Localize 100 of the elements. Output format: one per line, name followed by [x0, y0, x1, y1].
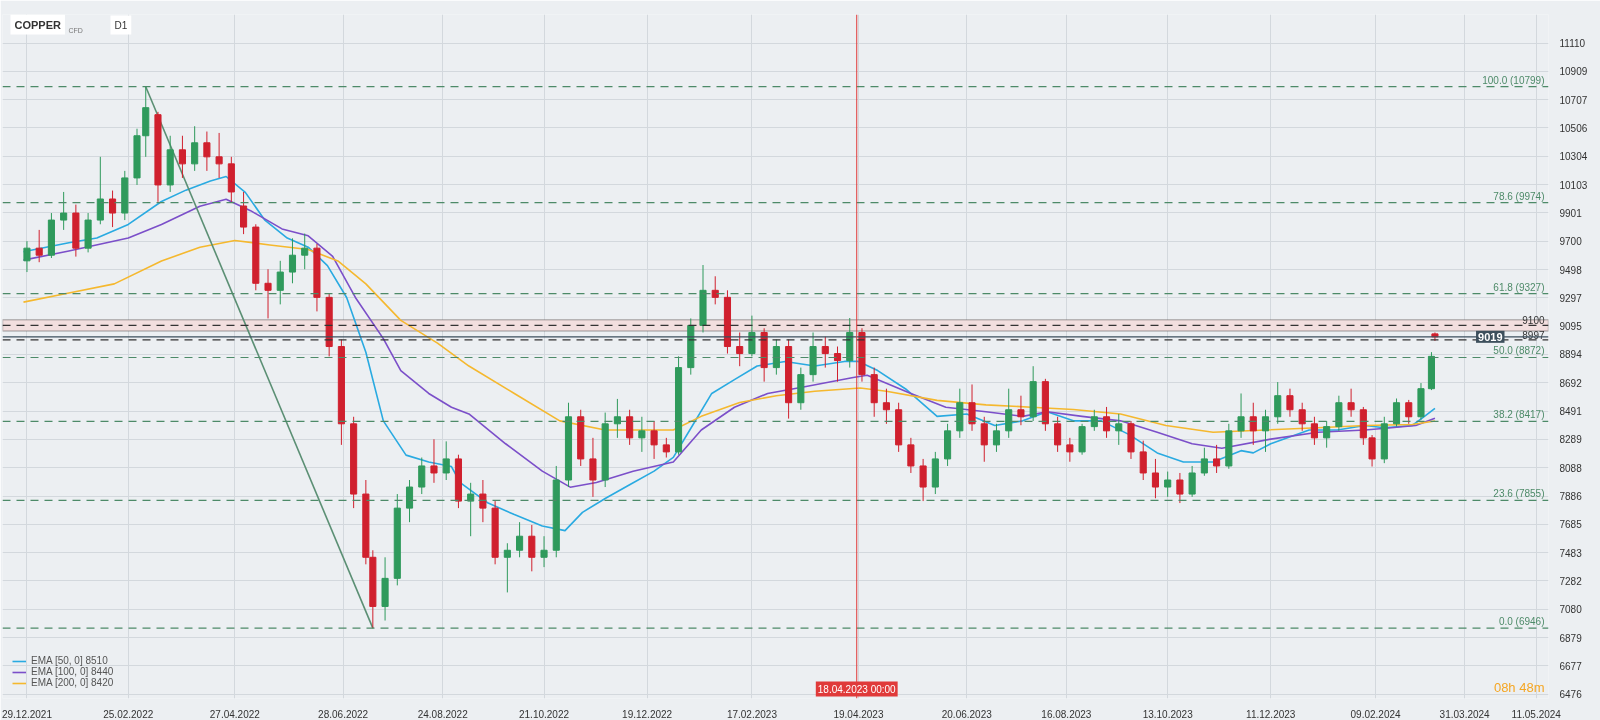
- candlestick: [467, 482, 475, 537]
- candlestick: [882, 388, 890, 425]
- candlestick: [516, 521, 524, 558]
- candlestick: [288, 237, 297, 284]
- x-tick-label: 25.02.2022: [103, 708, 154, 720]
- candlestick: [442, 440, 450, 481]
- candlestick: [1188, 465, 1196, 498]
- x-tick-label: 28.06.2022: [318, 708, 369, 720]
- annotation: 08h 48m: [1493, 679, 1545, 695]
- y-tick-label: 7080: [1559, 604, 1583, 616]
- y-tick-label: 9297: [1559, 292, 1583, 304]
- candlestick: [992, 423, 1001, 453]
- y-tick-label: 10707: [1559, 94, 1588, 106]
- candlestick: [748, 315, 756, 357]
- y-tick-label: 6677: [1559, 660, 1583, 672]
- ref-line-label: 18.04.2023 00:00: [817, 683, 897, 695]
- candlestick: [109, 190, 117, 228]
- y-tick-label: 10103: [1559, 179, 1588, 191]
- candlestick: [907, 437, 915, 474]
- candlestick: [589, 437, 597, 498]
- candlestick: [1017, 395, 1025, 426]
- y-tick-label: 9700: [1559, 236, 1583, 248]
- candlestick: [1310, 416, 1318, 446]
- candlestick: [1368, 434, 1376, 468]
- candlestick: [1213, 444, 1221, 474]
- candlestick: [1261, 409, 1270, 453]
- y-tick-label: 7483: [1559, 547, 1583, 559]
- x-tick-label: 09.02.2024: [1350, 708, 1402, 720]
- candlestick: [1176, 472, 1184, 504]
- candlestick: [1335, 395, 1343, 432]
- candlestick: [821, 336, 829, 369]
- candlestick: [60, 191, 68, 231]
- candlestick: [1347, 388, 1355, 418]
- candlestick: [503, 542, 511, 593]
- chart-title: COPPER: [14, 18, 62, 31]
- candlestick: [240, 191, 248, 235]
- x-tick-label: 16.08.2023: [1041, 708, 1092, 720]
- x-tick-label: 27.04.2022: [209, 708, 261, 720]
- candlestick: [540, 535, 548, 568]
- candlestick: [430, 438, 438, 484]
- legend-label: EMA [100, 0] 8440: [31, 666, 114, 677]
- y-tick-label: 11110: [1559, 38, 1586, 50]
- candlestick: [1298, 402, 1306, 432]
- annotation: D1: [114, 19, 128, 31]
- y-tick-label: 7685: [1559, 519, 1583, 531]
- ref-line-label: 78.6 (9974): [1493, 190, 1545, 202]
- ref-line-label: 0.0 (6946): [1498, 616, 1545, 628]
- y-tick-label: 8289: [1559, 434, 1583, 446]
- candlestick: [1066, 437, 1074, 463]
- candlestick: [1164, 471, 1172, 498]
- x-tick-label: 19.12.2022: [622, 708, 673, 720]
- legend-label: EMA [50, 0] 8510: [31, 655, 108, 666]
- candlestick: [96, 156, 104, 225]
- candlestick: [479, 479, 487, 523]
- candlestick: [1200, 447, 1208, 477]
- x-tick-label: 11.12.2023: [1246, 708, 1296, 720]
- y-tick-label: 10506: [1559, 122, 1588, 134]
- x-tick-label: 20.06.2023: [941, 708, 993, 720]
- candlestick: [1102, 406, 1111, 439]
- x-tick-label: 24.08.2022: [417, 708, 469, 720]
- ref-line-label: 23.6 (7855): [1493, 488, 1545, 500]
- candlestick: [638, 416, 646, 453]
- candlestick: [833, 346, 842, 383]
- candlestick: [613, 398, 621, 439]
- candlestick: [23, 240, 31, 273]
- candlestick: [980, 416, 988, 463]
- candlestick: [1405, 399, 1413, 425]
- y-tick-label: 8491: [1559, 406, 1583, 418]
- candlestick: [1274, 381, 1282, 425]
- candlestick: [191, 125, 199, 172]
- candlestick: [919, 458, 927, 502]
- candlestick: [264, 268, 272, 319]
- candlestick: [662, 437, 670, 459]
- candlestick: [1115, 413, 1123, 446]
- x-tick-label: 19.04.2023: [833, 708, 884, 720]
- x-tick-label: 17.02.2023: [726, 708, 778, 720]
- candlestick: [1151, 458, 1160, 499]
- ref-line-label: 100.0 (10799): [1482, 74, 1545, 86]
- candlestick: [1237, 392, 1245, 439]
- candlestick: [35, 229, 43, 263]
- x-tick-label: 11.05.2024: [1511, 708, 1562, 720]
- candlestick: [711, 275, 719, 305]
- ref-line-label: 61.8 (9327): [1493, 281, 1545, 293]
- y-tick-label: 9498: [1559, 264, 1583, 276]
- y-tick-label: 7886: [1559, 491, 1583, 503]
- y-tick-label: 8894: [1559, 349, 1583, 361]
- candlestick: [301, 233, 309, 270]
- candlestick: [405, 479, 414, 523]
- candlestick: [215, 132, 223, 179]
- y-tick-label: 10304: [1559, 151, 1588, 163]
- candlestick: [203, 131, 211, 172]
- y-tick-label: 10909: [1559, 66, 1588, 78]
- ref-line-label: 50.0 (8872): [1493, 345, 1545, 357]
- ref-line-label: 9100: [1522, 315, 1545, 327]
- candlestick: [772, 339, 780, 376]
- x-tick-label: 29.12.2021: [1, 708, 53, 720]
- y-tick-label: 9095: [1559, 321, 1583, 333]
- candlestick: [276, 260, 284, 305]
- candlestick: [1139, 440, 1147, 481]
- candlestick: [1090, 409, 1098, 432]
